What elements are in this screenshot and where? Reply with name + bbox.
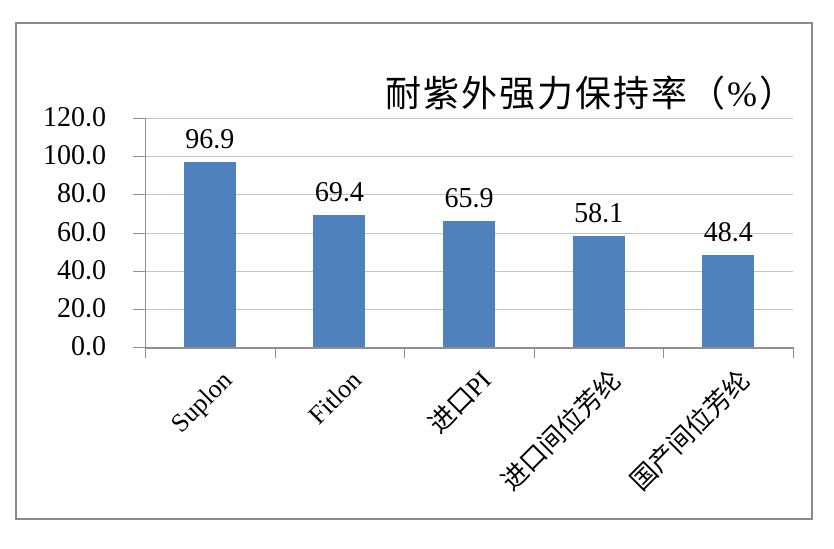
chart-title: 耐紫外强力保持率（%） xyxy=(385,74,797,114)
